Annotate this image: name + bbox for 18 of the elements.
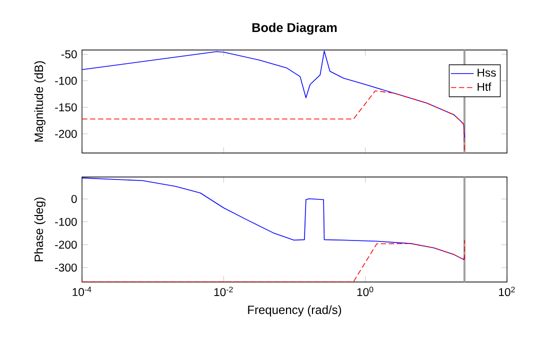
legend-label: Hss (478, 68, 496, 77)
x-tick-label: 10$^{0}$ (357, 286, 374, 296)
x-tick-label: 10$^{2}$ (499, 286, 515, 296)
y-axis-title: Magnitude (dB) (34, 61, 46, 142)
y-tick-label: -50 (61, 50, 77, 58)
y-tick-label: 0 (71, 194, 77, 203)
chart-title: Bode Diagram (252, 22, 337, 35)
y-axis-title: Phase (deg) (34, 198, 46, 262)
x-tick-label: 10$^{-4}$ (72, 286, 92, 296)
x-axis-title: Frequency (rad/s) (248, 305, 342, 316)
y-tick-label: -150 (55, 103, 77, 112)
y-tick-label: -100 (55, 218, 77, 226)
y-tick-label: -200 (55, 240, 77, 249)
y-tick-label: -200 (55, 130, 77, 138)
y-tick-label: -100 (55, 76, 77, 85)
x-tick-label: 10$^{-2}$ (214, 286, 233, 296)
y-tick-label: -300 (55, 264, 77, 272)
legend-label: Htf (478, 82, 492, 91)
